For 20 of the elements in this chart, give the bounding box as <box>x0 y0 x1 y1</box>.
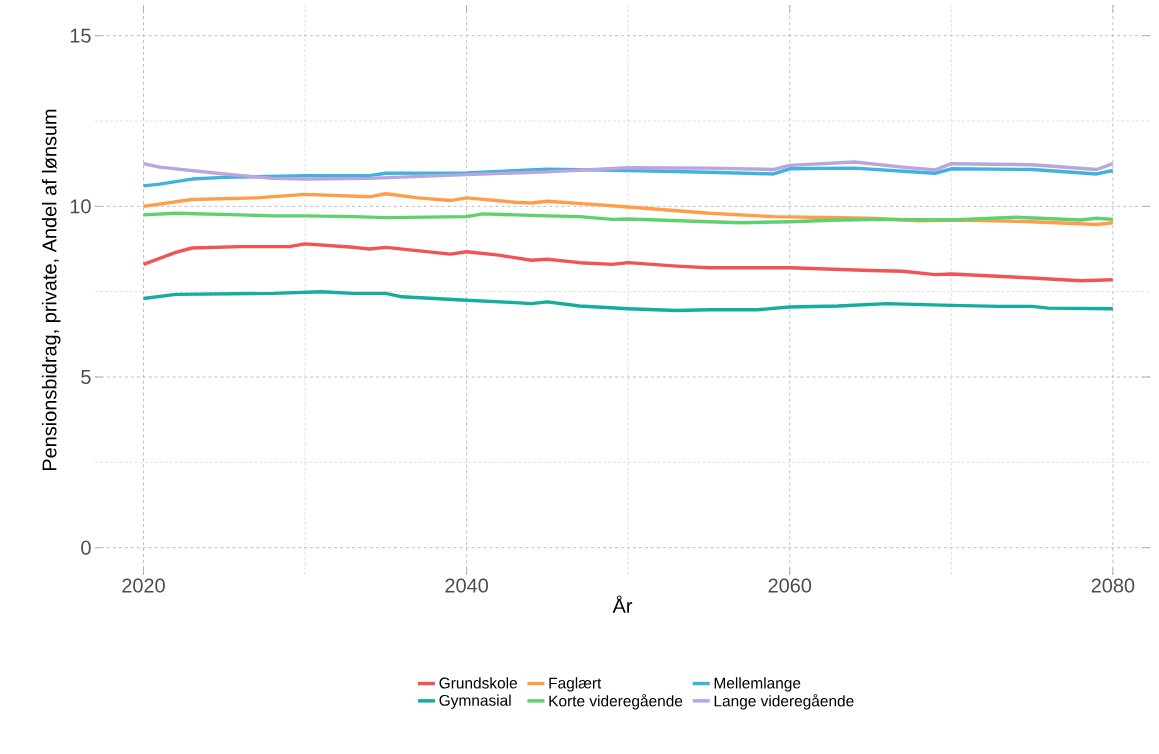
legend-label: Korte videregående <box>549 693 683 710</box>
y-tick-label: 15 <box>70 28 91 43</box>
x-tick-label: 2040 <box>445 578 488 593</box>
y-tick-label: 5 <box>81 370 91 384</box>
x-tick-label: 2020 <box>122 578 165 593</box>
x-tick-label: 2060 <box>768 578 812 593</box>
y-axis-title: Pensionsbidrag, private, Andel af lønsum <box>41 109 61 470</box>
line-series <box>141 211 1115 225</box>
x-tick-label: 2080 <box>1091 578 1135 593</box>
y-tick-label: 10 <box>70 199 91 214</box>
legend-label: Mellemlange <box>714 677 801 692</box>
legend-label: Lange videregående <box>714 693 854 710</box>
line-series <box>141 160 1115 181</box>
line-series <box>141 289 1115 313</box>
legend-label: Faglært <box>549 677 602 692</box>
y-tick-label: 0 <box>81 540 91 555</box>
legend-label: Grundskole <box>439 677 517 689</box>
line-series <box>141 166 1115 188</box>
x-axis-title: År <box>612 595 633 613</box>
legend-label: Gymnasial <box>439 694 511 709</box>
